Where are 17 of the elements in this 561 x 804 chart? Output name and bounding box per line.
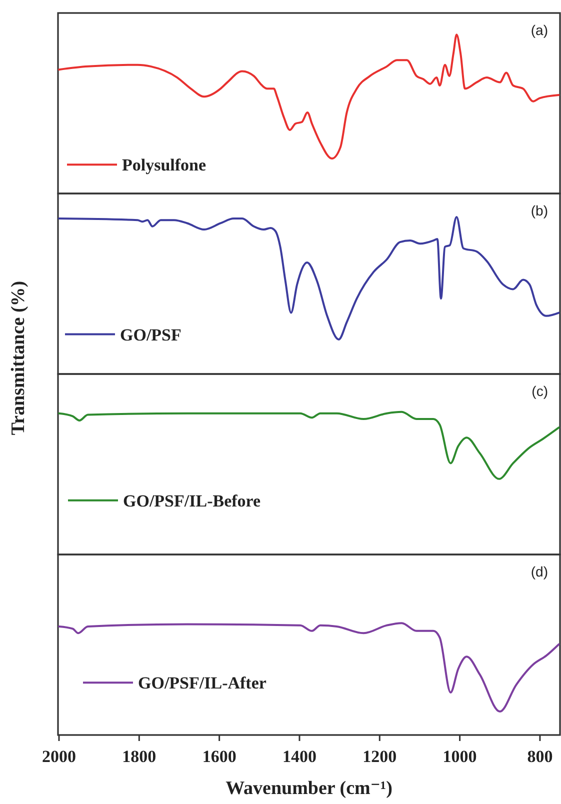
x-tick-label: 1800 [122, 747, 156, 766]
x-tick-label: 2000 [42, 747, 76, 766]
text: (c) [532, 383, 548, 399]
annotation: (a) [530, 22, 548, 38]
x-tick-label: 1400 [282, 747, 316, 766]
x-tick-label: 1200 [362, 747, 397, 766]
x-axis-title: Wavenumber (cm⁻¹) [226, 778, 392, 799]
legend-label: GO/PSF/IL-Before [123, 491, 262, 510]
legend-label: GO/PSF/IL-After [138, 674, 267, 693]
text: (d) [530, 564, 548, 580]
x-tick-label: 1000 [442, 747, 477, 766]
legend-label: GO/PSF [120, 325, 182, 344]
y-axis-title: Transmittance (%) [8, 280, 29, 436]
x-tick-label: 800 [527, 747, 553, 766]
legend-label: Polysulfone [122, 156, 207, 175]
annotation: (b) [530, 202, 548, 218]
x-tick-label: 1600 [202, 747, 236, 766]
